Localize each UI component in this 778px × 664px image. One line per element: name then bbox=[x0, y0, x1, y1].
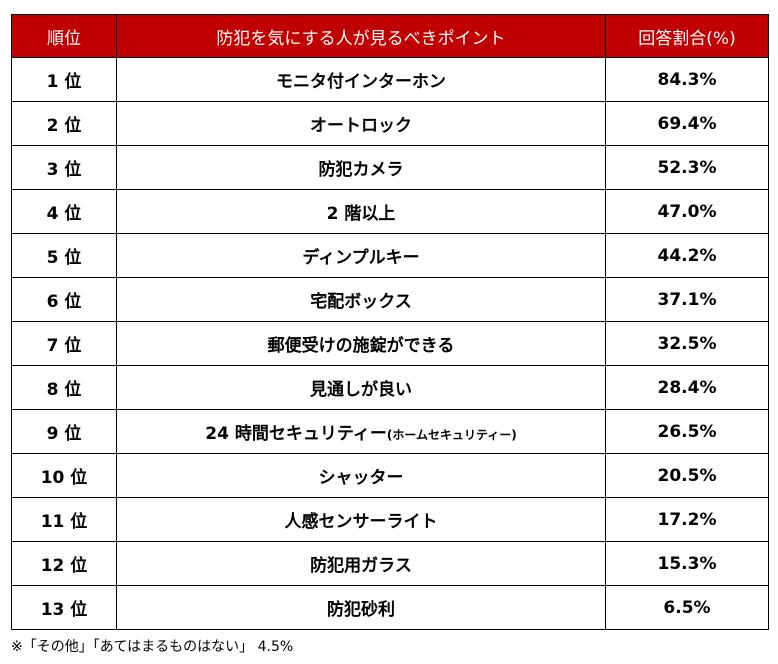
item-label: 郵便受けの施錠ができる bbox=[267, 336, 455, 356]
item-label: シャッター bbox=[318, 468, 404, 488]
item-label: ディンプルキー bbox=[302, 248, 420, 268]
rank-cell: 12 位 bbox=[11, 541, 117, 586]
header-item: 防犯を気にする人が見るべきポイント bbox=[116, 14, 606, 58]
rank-cell: 9 位 bbox=[11, 409, 117, 454]
table-row: 12 位 防犯用ガラス 15.3% bbox=[11, 541, 769, 586]
rank-cell: 2 位 bbox=[11, 101, 117, 146]
table-row: 5 位 ディンプルキー 44.2% bbox=[11, 233, 769, 278]
rate-cell: 47.0% bbox=[605, 189, 769, 234]
rate-cell: 69.4% bbox=[605, 101, 769, 146]
table-body: 1 位 モニタ付インターホン 84.3% 2 位 オートロック 69.4% 3 位 防犯カメラ… bbox=[11, 57, 769, 630]
rank-cell: 6 位 bbox=[11, 277, 117, 322]
item-cell: 見通しが良い bbox=[116, 365, 606, 410]
item-label: 防犯カメラ bbox=[318, 160, 404, 180]
ranking-table-container: 順位 防犯を気にする人が見るべきポイント 回答割合(%) 1 位 モニタ付インター… bbox=[11, 14, 769, 630]
item-cell: モニタ付インターホン bbox=[116, 57, 606, 102]
ranking-table: 順位 防犯を気にする人が見るべきポイント 回答割合(%) 1 位 モニタ付インター… bbox=[11, 14, 769, 630]
rank-cell: 10 位 bbox=[11, 453, 117, 498]
table-row: 6 位 宅配ボックス 37.1% bbox=[11, 277, 769, 322]
item-cell: 人感センサーライト bbox=[116, 497, 606, 542]
rank-cell: 3 位 bbox=[11, 145, 117, 190]
table-row: 13 位 防犯砂利 6.5% bbox=[11, 585, 769, 630]
rate-cell: 6.5% bbox=[605, 585, 769, 630]
item-cell: 防犯用ガラス bbox=[116, 541, 606, 586]
table-row: 9 位 24 時間セキュリティー(ホームセキュリティー) 26.5% bbox=[11, 409, 769, 454]
rank-cell: 1 位 bbox=[11, 57, 117, 102]
rate-cell: 44.2% bbox=[605, 233, 769, 278]
header-rank: 順位 bbox=[11, 14, 117, 58]
item-cell: 郵便受けの施錠ができる bbox=[116, 321, 606, 366]
item-note: (ホームセキュリティー) bbox=[386, 428, 517, 442]
table-row: 2 位 オートロック 69.4% bbox=[11, 101, 769, 146]
table-row: 7 位 郵便受けの施錠ができる 32.5% bbox=[11, 321, 769, 366]
item-label: 防犯用ガラス bbox=[310, 556, 412, 576]
rate-cell: 32.5% bbox=[605, 321, 769, 366]
rate-cell: 15.3% bbox=[605, 541, 769, 586]
table-row: 11 位 人感センサーライト 17.2% bbox=[11, 497, 769, 542]
item-cell: オートロック bbox=[116, 101, 606, 146]
item-label: 24 時間セキュリティー bbox=[205, 424, 387, 444]
table-row: 1 位 モニタ付インターホン 84.3% bbox=[11, 57, 769, 102]
rate-cell: 20.5% bbox=[605, 453, 769, 498]
item-cell: ディンプルキー bbox=[116, 233, 606, 278]
table-row: 10 位 シャッター 20.5% bbox=[11, 453, 769, 498]
rank-cell: 7 位 bbox=[11, 321, 117, 366]
item-label: 見通しが良い bbox=[310, 380, 412, 400]
table-row: 3 位 防犯カメラ 52.3% bbox=[11, 145, 769, 190]
item-cell: 防犯砂利 bbox=[116, 585, 606, 630]
table-row: 4 位 2 階以上 47.0% bbox=[11, 189, 769, 234]
item-label: 宅配ボックス bbox=[310, 292, 412, 312]
rank-cell: 13 位 bbox=[11, 585, 117, 630]
item-label: モニタ付インターホン bbox=[276, 72, 446, 92]
rate-cell: 84.3% bbox=[605, 57, 769, 102]
rate-cell: 37.1% bbox=[605, 277, 769, 322]
footnote: ※「その他」「あてはまるものはない」 4.5% bbox=[11, 639, 294, 655]
rank-cell: 5 位 bbox=[11, 233, 117, 278]
item-cell: 防犯カメラ bbox=[116, 145, 606, 190]
rate-cell: 17.2% bbox=[605, 497, 769, 542]
rank-cell: 8 位 bbox=[11, 365, 117, 410]
item-label: 人感センサーライト bbox=[284, 512, 438, 532]
table-header-row: 順位 防犯を気にする人が見るべきポイント 回答割合(%) bbox=[11, 14, 769, 58]
rate-cell: 26.5% bbox=[605, 409, 769, 454]
rate-cell: 28.4% bbox=[605, 365, 769, 410]
header-rate: 回答割合(%) bbox=[605, 14, 769, 58]
item-label: 防犯砂利 bbox=[327, 600, 395, 620]
table-row: 8 位 見通しが良い 28.4% bbox=[11, 365, 769, 410]
rank-cell: 4 位 bbox=[11, 189, 117, 234]
item-label: 2 階以上 bbox=[326, 204, 396, 224]
item-label: オートロック bbox=[310, 116, 412, 136]
item-cell: 宅配ボックス bbox=[116, 277, 606, 322]
rank-cell: 11 位 bbox=[11, 497, 117, 542]
rate-cell: 52.3% bbox=[605, 145, 769, 190]
item-cell: 2 階以上 bbox=[116, 189, 606, 234]
item-cell: 24 時間セキュリティー(ホームセキュリティー) bbox=[116, 409, 606, 454]
item-cell: シャッター bbox=[116, 453, 606, 498]
